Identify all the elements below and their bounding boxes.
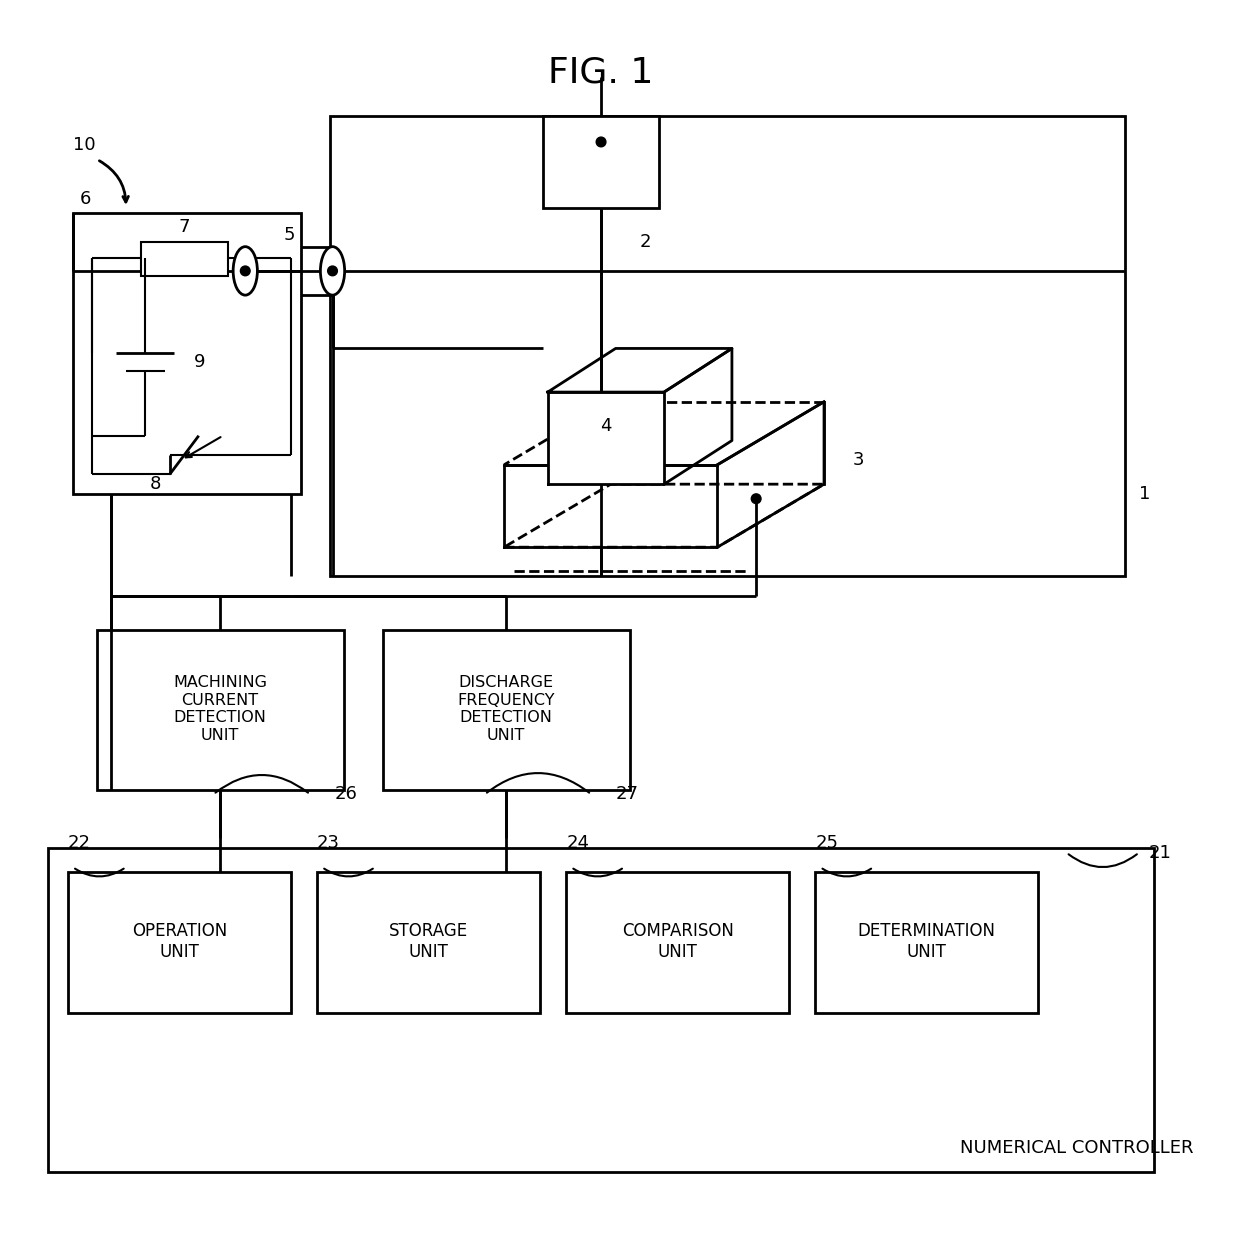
Circle shape bbox=[596, 137, 606, 147]
Bar bbox=[317, 872, 539, 1012]
Bar bbox=[383, 630, 630, 789]
Circle shape bbox=[241, 266, 250, 276]
Text: 21: 21 bbox=[1148, 843, 1172, 862]
Circle shape bbox=[751, 494, 761, 503]
Text: 5: 5 bbox=[283, 226, 295, 244]
Text: 26: 26 bbox=[335, 785, 357, 804]
Text: NUMERICAL CONTROLLER: NUMERICAL CONTROLLER bbox=[960, 1139, 1193, 1158]
Text: 6: 6 bbox=[79, 190, 91, 208]
Bar bbox=[140, 242, 228, 276]
Text: STORAGE
UNIT: STORAGE UNIT bbox=[389, 922, 467, 962]
Text: 22: 22 bbox=[68, 834, 91, 852]
Polygon shape bbox=[548, 392, 665, 485]
Text: 27: 27 bbox=[615, 785, 639, 804]
Text: 3: 3 bbox=[853, 451, 864, 469]
Text: OPERATION
UNIT: OPERATION UNIT bbox=[131, 922, 227, 962]
Text: 7: 7 bbox=[179, 218, 190, 237]
Circle shape bbox=[327, 266, 337, 276]
Bar bbox=[543, 116, 660, 208]
Text: 10: 10 bbox=[73, 136, 95, 154]
Bar bbox=[97, 630, 345, 789]
Text: MACHINING
CURRENT
DETECTION
UNIT: MACHINING CURRENT DETECTION UNIT bbox=[174, 676, 267, 742]
Bar bbox=[567, 872, 789, 1012]
Text: 23: 23 bbox=[317, 834, 340, 852]
Text: COMPARISON
UNIT: COMPARISON UNIT bbox=[621, 922, 734, 962]
Ellipse shape bbox=[320, 247, 345, 295]
Bar bbox=[815, 872, 1038, 1012]
Text: 8: 8 bbox=[150, 475, 161, 493]
Bar bbox=[48, 848, 1153, 1173]
Text: 2: 2 bbox=[640, 233, 651, 250]
Text: 25: 25 bbox=[815, 834, 838, 852]
Text: DETERMINATION
UNIT: DETERMINATION UNIT bbox=[858, 922, 996, 962]
Text: 1: 1 bbox=[1140, 485, 1151, 503]
Ellipse shape bbox=[233, 247, 258, 295]
Bar bbox=[330, 116, 1125, 576]
Text: FIG. 1: FIG. 1 bbox=[548, 55, 653, 89]
Bar bbox=[73, 213, 300, 494]
Text: 4: 4 bbox=[600, 417, 611, 435]
Bar bbox=[68, 872, 291, 1012]
Text: DISCHARGE
FREQUENCY
DETECTION
UNIT: DISCHARGE FREQUENCY DETECTION UNIT bbox=[458, 676, 554, 742]
Text: 24: 24 bbox=[567, 834, 589, 852]
Text: 9: 9 bbox=[193, 353, 206, 371]
